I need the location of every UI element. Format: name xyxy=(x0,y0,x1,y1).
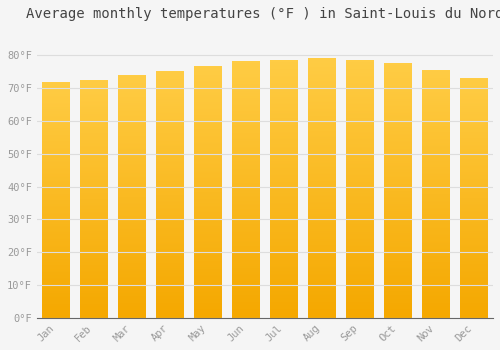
Title: Average monthly temperatures (°F ) in Saint-Louis du Nord: Average monthly temperatures (°F ) in Sa… xyxy=(26,7,500,21)
